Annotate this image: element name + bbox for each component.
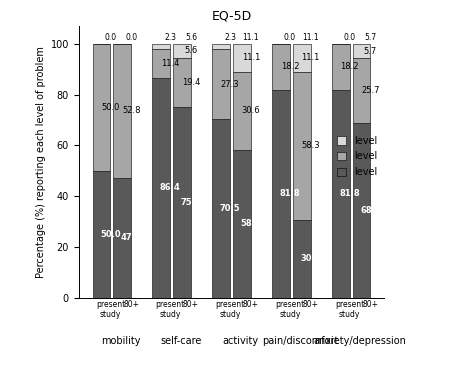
Text: 18.2: 18.2 (281, 62, 299, 71)
Bar (152, 78, 170, 298)
Text: 0.0: 0.0 (284, 33, 296, 42)
Text: 0.0: 0.0 (125, 33, 137, 42)
Text: 81.8: 81.8 (280, 189, 300, 198)
Text: 5.7: 5.7 (364, 46, 377, 55)
Bar (212, 49, 230, 119)
Bar (332, 44, 350, 90)
Bar (212, 44, 230, 49)
Text: 5.6: 5.6 (185, 33, 197, 42)
Text: 5.7: 5.7 (364, 33, 376, 42)
Text: anxiety/depression: anxiety/depression (313, 337, 407, 346)
Text: 30.6: 30.6 (242, 106, 260, 115)
Y-axis label: Percentage (%) reporting each level of problem: Percentage (%) reporting each level of p… (37, 46, 46, 278)
Bar (293, 220, 311, 298)
Text: 19.4: 19.4 (182, 78, 200, 87)
Bar (212, 119, 230, 298)
Text: 75.0: 75.0 (181, 198, 201, 207)
Text: 0.0: 0.0 (344, 33, 356, 42)
Text: 5.6: 5.6 (184, 46, 198, 55)
Bar (272, 90, 290, 298)
Bar (352, 44, 370, 58)
Text: 58.3: 58.3 (240, 219, 261, 228)
Bar (233, 150, 251, 298)
Text: 50.0: 50.0 (101, 103, 119, 112)
Text: 0.0: 0.0 (105, 33, 117, 42)
Text: 11.1: 11.1 (243, 33, 259, 42)
Text: 25.7: 25.7 (361, 86, 380, 95)
Bar (152, 44, 170, 49)
Text: 30.6: 30.6 (300, 254, 321, 263)
Bar (152, 49, 170, 78)
Text: 11.1: 11.1 (302, 33, 319, 42)
Text: 11.1: 11.1 (301, 54, 320, 62)
Text: 2.3: 2.3 (224, 32, 236, 42)
Bar (173, 44, 191, 58)
Text: activity: activity (222, 337, 258, 346)
Bar (293, 44, 311, 72)
Text: 58.3: 58.3 (301, 141, 320, 150)
Text: pain/discomfort: pain/discomfort (262, 337, 338, 346)
Text: 11.4: 11.4 (161, 60, 180, 68)
Text: 81.8: 81.8 (339, 189, 360, 198)
Text: 2.3: 2.3 (164, 32, 176, 42)
Bar (173, 107, 191, 298)
Text: self-care: self-care (160, 337, 201, 346)
Bar (113, 178, 131, 298)
Bar (233, 72, 251, 150)
Title: EQ-5D: EQ-5D (212, 9, 251, 22)
Text: 50.0: 50.0 (100, 230, 121, 239)
Text: 27.3: 27.3 (221, 80, 239, 89)
Bar (352, 124, 370, 298)
Bar (113, 44, 131, 178)
Bar (93, 44, 111, 171)
Legend: level, level, level: level, level, level (335, 134, 380, 179)
Bar (332, 90, 350, 298)
Bar (233, 44, 251, 72)
Text: 68.6: 68.6 (360, 206, 381, 215)
Text: mobility: mobility (101, 337, 141, 346)
Bar (93, 171, 111, 298)
Text: 47.2: 47.2 (121, 233, 142, 242)
Text: 18.2: 18.2 (340, 62, 359, 71)
Text: 86.4: 86.4 (160, 183, 181, 192)
Bar (173, 58, 191, 107)
Bar (352, 58, 370, 124)
Text: 70.5: 70.5 (220, 203, 240, 213)
Bar (293, 72, 311, 220)
Text: 52.8: 52.8 (122, 106, 140, 115)
Bar (272, 44, 290, 90)
Text: 11.1: 11.1 (242, 54, 260, 62)
